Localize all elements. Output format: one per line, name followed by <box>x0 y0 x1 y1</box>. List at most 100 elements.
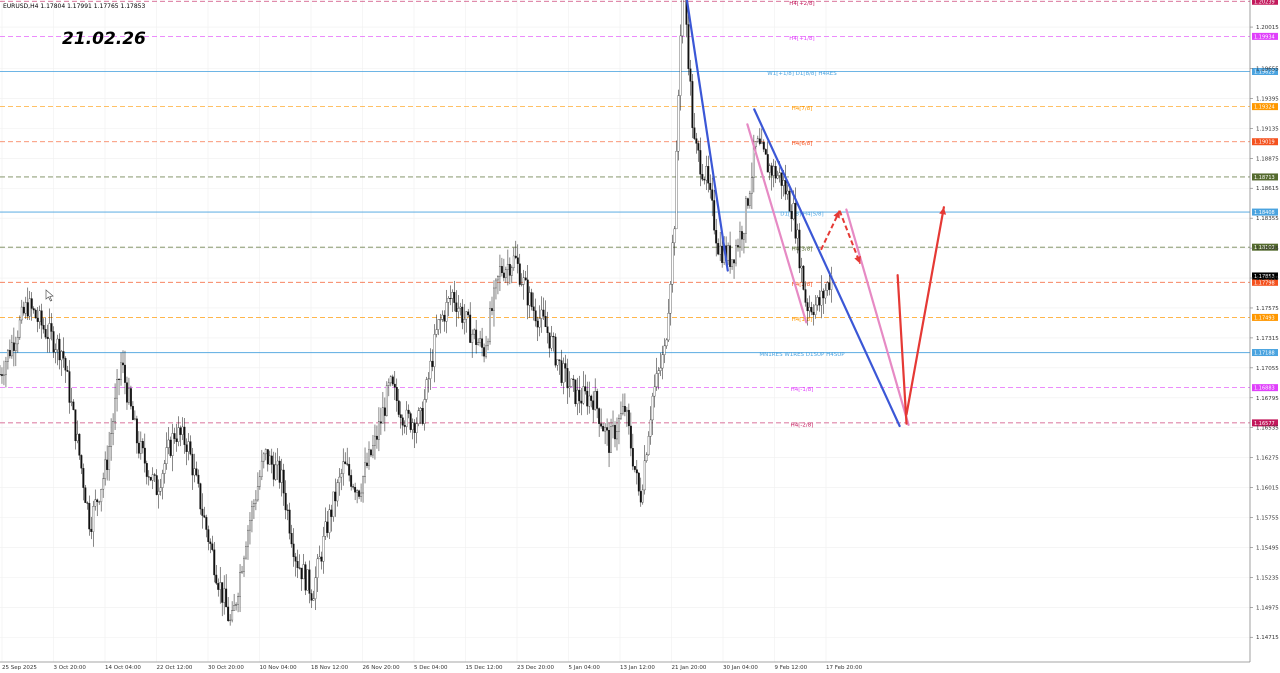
candle-body <box>502 272 505 278</box>
candle-body <box>30 298 33 309</box>
candle-body <box>552 336 555 338</box>
candle-body <box>620 413 622 419</box>
candle-body <box>264 449 267 455</box>
candle-body <box>826 282 829 291</box>
x-tick-label: 5 Jan 04:00 <box>569 665 601 671</box>
candle-body <box>405 409 408 427</box>
x-tick-label: 5 Dec 04:00 <box>414 665 448 671</box>
candle-body <box>334 491 337 502</box>
arrow-projection-down-icon <box>854 255 861 264</box>
candle-body <box>36 317 39 322</box>
candle-body <box>120 362 122 380</box>
candle-body <box>352 486 355 488</box>
candle-body <box>657 370 660 374</box>
y-tick-label: 1.15495 <box>1256 545 1279 551</box>
candle-body <box>225 588 228 608</box>
candle-body <box>391 376 394 385</box>
candle-body <box>695 138 698 144</box>
candle-body <box>544 316 547 327</box>
candle-body <box>812 311 815 315</box>
candle-body <box>822 290 825 299</box>
y-tick-label: 1.14975 <box>1256 605 1279 611</box>
candle-body <box>278 460 281 483</box>
candle-body <box>530 292 533 307</box>
candle-body <box>126 382 128 403</box>
price-tag-label: 1.18103 <box>1254 245 1275 251</box>
candle-body <box>235 604 238 606</box>
candle-body <box>639 491 642 503</box>
candle-body <box>227 606 230 621</box>
candle-body <box>169 439 172 456</box>
price-tag-label: 1.19934 <box>1254 34 1275 40</box>
candle-body <box>435 329 438 335</box>
candle-body <box>602 426 605 432</box>
trend-line <box>753 108 901 428</box>
candle-body <box>475 329 478 345</box>
price-tag <box>1252 349 1278 357</box>
x-tick-label: 13 Jan 12:00 <box>620 665 655 671</box>
candle-body <box>322 536 325 562</box>
candle-body <box>395 386 398 401</box>
candle-body <box>744 198 747 234</box>
candle-body <box>731 259 734 267</box>
candle-body <box>606 427 609 431</box>
date-stamp: 21.02.26 <box>62 29 146 49</box>
level-name: H4[6/8] <box>792 141 813 147</box>
price-tag <box>1252 173 1278 181</box>
candle-body <box>554 336 557 366</box>
candle-body <box>52 331 55 353</box>
candle-body <box>374 435 376 446</box>
candle-body <box>272 464 275 480</box>
price-tag <box>1252 419 1278 427</box>
candle-body <box>237 596 240 605</box>
level-name: H4[1/8] <box>792 317 813 323</box>
candle-body <box>491 308 493 311</box>
candle-body <box>495 279 497 289</box>
candle-body <box>578 389 581 402</box>
candle-body <box>487 341 489 347</box>
candle-body <box>717 243 720 255</box>
y-tick-label: 1.17835 <box>1256 276 1279 282</box>
candle-body <box>546 326 549 333</box>
y-tick-label: 1.19395 <box>1256 96 1279 102</box>
candle-body <box>284 492 287 511</box>
candle-body <box>44 329 47 338</box>
candle-body <box>16 337 19 345</box>
trend-line <box>905 206 945 416</box>
candle-body <box>737 245 739 247</box>
x-tick-label: 18 Nov 12:00 <box>311 665 349 671</box>
candle-body <box>741 231 743 240</box>
candle-body <box>625 409 628 412</box>
candle-body <box>614 425 616 440</box>
candle-body <box>177 427 180 442</box>
candle-body <box>320 556 323 562</box>
candle-body <box>128 388 130 403</box>
candle-body <box>268 455 271 465</box>
candle-body <box>26 302 29 317</box>
candle-body <box>350 475 353 487</box>
candle-body <box>106 459 109 470</box>
arrow-up-icon <box>939 207 947 215</box>
candle-body <box>631 448 634 467</box>
candle-body <box>98 501 101 503</box>
candle-body <box>368 449 370 466</box>
candle-body <box>209 541 212 544</box>
y-tick-label: 1.16275 <box>1256 456 1279 462</box>
candle-body <box>429 360 432 379</box>
candle-body <box>270 455 273 465</box>
candle-body <box>703 179 706 181</box>
candle-body <box>699 150 702 175</box>
candle-body <box>286 509 289 511</box>
candle-body <box>231 610 234 621</box>
price-tag <box>1252 313 1278 321</box>
candle-body <box>175 438 178 442</box>
candle-body <box>610 426 612 453</box>
candle-body <box>229 619 232 621</box>
candle-body <box>389 376 392 384</box>
level-name: MN1RES W1RES D1SUP H4SUP <box>759 352 845 358</box>
candle-body <box>276 460 279 466</box>
candle-body <box>181 426 184 435</box>
candle-body <box>199 483 202 510</box>
candle-body <box>512 255 515 268</box>
